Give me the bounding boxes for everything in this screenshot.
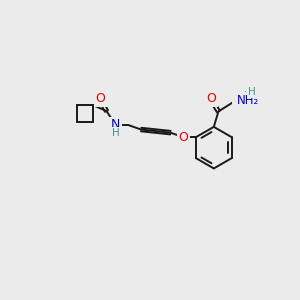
- Text: O: O: [178, 131, 188, 144]
- Text: NH₂: NH₂: [235, 95, 257, 108]
- Text: H: H: [112, 128, 120, 138]
- Text: NH: NH: [234, 95, 253, 108]
- Text: H: H: [248, 87, 255, 97]
- Text: N: N: [111, 118, 120, 131]
- Text: O: O: [206, 92, 216, 105]
- Text: NH₂: NH₂: [237, 94, 259, 107]
- Text: H: H: [244, 91, 252, 101]
- Text: O: O: [95, 92, 105, 105]
